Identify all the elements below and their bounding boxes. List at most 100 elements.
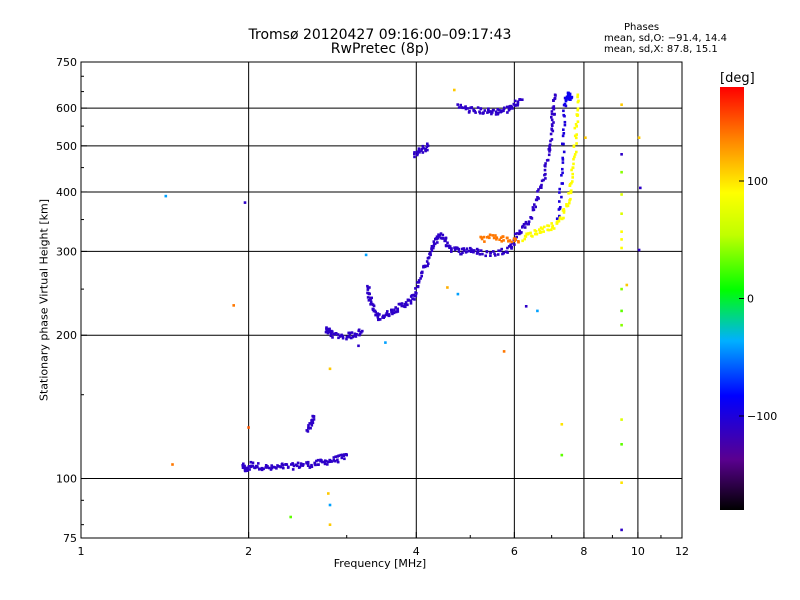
x-tick-label: 4 <box>413 545 420 558</box>
echo-point <box>355 333 358 336</box>
echo-point <box>485 250 489 254</box>
echo-point <box>575 142 578 145</box>
echo-point <box>372 304 376 308</box>
echo-point <box>439 232 443 235</box>
echo-point <box>460 106 463 109</box>
echo-point <box>539 186 542 189</box>
echo-point <box>503 106 506 110</box>
echo-point <box>500 247 503 251</box>
echo-point <box>561 156 564 160</box>
echo-point <box>569 191 573 195</box>
grid-lines <box>81 62 682 538</box>
echo-point <box>422 146 425 150</box>
echo-point <box>505 250 508 253</box>
echo-point <box>312 415 316 418</box>
echo-point <box>275 467 278 470</box>
echo-point <box>385 312 388 315</box>
echo-point <box>501 235 505 238</box>
echo-point <box>419 277 422 280</box>
x-tick-label: 2 <box>245 545 252 558</box>
echo-point <box>483 109 487 112</box>
echo-point <box>258 467 261 471</box>
echo-point <box>311 421 315 425</box>
echo-point <box>414 287 417 290</box>
echo-point <box>308 422 311 425</box>
echo-point <box>396 309 399 313</box>
echo-point <box>243 466 246 470</box>
y-tick-label: 600 <box>56 102 77 115</box>
echo-point <box>473 249 476 252</box>
echo-point <box>426 264 429 268</box>
y-tick-label: 750 <box>56 56 77 69</box>
echo-point <box>550 123 554 126</box>
echo-point <box>492 250 495 253</box>
echo-point <box>311 419 314 423</box>
echo-point <box>307 424 310 427</box>
echo-point <box>510 245 514 249</box>
echo-point <box>326 331 330 335</box>
echo-point <box>555 221 559 225</box>
echo-point <box>576 93 580 97</box>
echo-point <box>384 313 388 317</box>
echo-point <box>544 162 547 165</box>
echo-point <box>345 335 349 339</box>
echo-point <box>488 233 492 237</box>
echo-point <box>516 100 520 103</box>
echo-point <box>558 187 561 191</box>
echo-point <box>245 468 248 472</box>
echo-point <box>498 249 502 253</box>
echo-point <box>549 139 552 143</box>
echo-point <box>460 247 464 251</box>
plot-frame <box>80 61 683 539</box>
echo-point <box>327 492 330 495</box>
echo-point <box>551 226 554 229</box>
echo-point <box>620 230 623 233</box>
echo-point <box>340 456 344 460</box>
echo-point <box>491 111 494 114</box>
echo-point <box>376 313 380 317</box>
echo-point <box>453 248 457 252</box>
echo-point <box>456 292 460 296</box>
echo-point <box>470 106 473 109</box>
echo-point <box>537 188 540 191</box>
echo-point <box>567 192 570 195</box>
echo-point <box>620 103 623 106</box>
echo-point <box>495 238 498 241</box>
echo-point <box>273 466 277 469</box>
echo-point <box>543 225 546 229</box>
echo-point <box>555 217 559 220</box>
echo-point <box>560 453 564 457</box>
echo-point <box>639 186 642 190</box>
echo-point <box>289 515 292 519</box>
echo-point <box>563 102 567 106</box>
y-tick-label: 500 <box>56 140 77 153</box>
echo-point <box>524 235 528 238</box>
echo-point <box>569 189 573 193</box>
echo-point <box>513 239 517 243</box>
echo-point <box>481 252 484 256</box>
echo-point <box>484 254 487 258</box>
echo-point <box>456 246 459 250</box>
echo-point <box>577 99 580 103</box>
echo-point <box>369 298 372 301</box>
echo-point <box>574 123 578 126</box>
x-axis-label: Frequency [MHz] <box>333 557 427 570</box>
echo-point <box>341 334 345 338</box>
echo-point <box>446 241 449 245</box>
echo-point <box>350 336 353 340</box>
echo-point <box>400 304 404 308</box>
chart-title: Tromsø 20120427 09:16:00–09:17:43 <box>248 27 512 43</box>
echo-point <box>278 465 281 468</box>
echo-point <box>505 105 509 109</box>
echo-point <box>490 112 493 116</box>
echo-point <box>562 128 565 131</box>
echo-point <box>251 464 255 468</box>
echo-point <box>369 303 372 306</box>
y-tick-label: 75 <box>63 532 77 545</box>
echo-point <box>553 112 556 116</box>
echo-point <box>396 308 399 311</box>
echo-point <box>572 145 576 148</box>
echo-point <box>328 503 332 507</box>
echo-point <box>568 94 572 98</box>
echo-point <box>553 93 557 97</box>
